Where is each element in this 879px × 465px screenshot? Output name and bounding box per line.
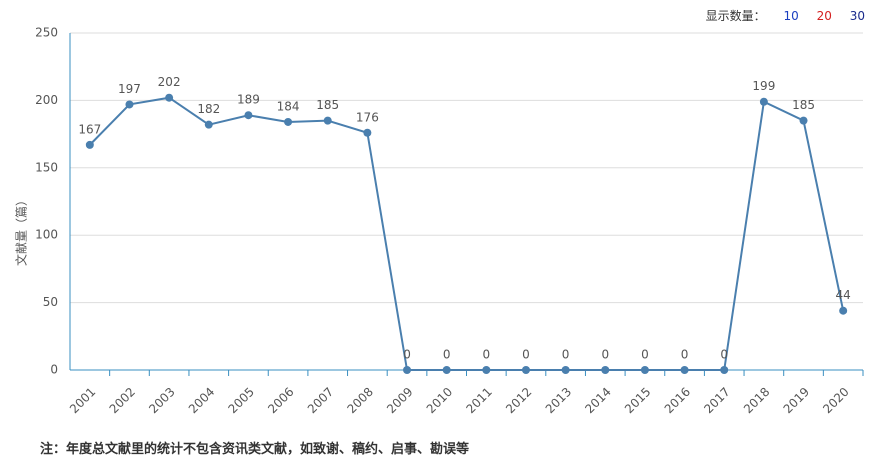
y-tick-label: 150 — [35, 160, 58, 174]
x-tick-label: 2012 — [503, 385, 534, 416]
x-tick-label: 2004 — [186, 385, 217, 416]
data-label: 189 — [237, 93, 260, 107]
y-tick-label: 50 — [43, 295, 58, 309]
x-tick-label: 2011 — [463, 385, 494, 416]
point — [601, 366, 610, 374]
data-label: 197 — [118, 82, 141, 96]
data-label: 0 — [641, 348, 649, 362]
display-count: 显示数量： 10 20 30 — [706, 7, 865, 24]
y-tick-label: 200 — [35, 93, 58, 107]
x-tick-label: 2008 — [344, 385, 375, 416]
data-label: 176 — [356, 110, 379, 124]
y-tick-label: 100 — [35, 228, 58, 242]
point — [323, 116, 332, 125]
y-tick-label: 0 — [50, 363, 58, 377]
data-label: 0 — [483, 348, 491, 362]
data-label: 0 — [720, 348, 728, 362]
point — [204, 120, 213, 129]
line — [89, 96, 845, 371]
point — [521, 366, 530, 374]
data-label: 184 — [277, 99, 300, 113]
data-label: 44 — [836, 288, 851, 302]
point — [442, 366, 451, 374]
count-option[interactable]: 20 — [816, 9, 832, 23]
x-tick-label: 2007 — [305, 385, 336, 416]
point — [720, 366, 729, 374]
point — [759, 97, 768, 106]
display-count-label: 显示数量： — [705, 9, 766, 23]
point — [640, 366, 649, 374]
data-label: 185 — [792, 98, 815, 112]
x-tick-label: 2013 — [543, 385, 574, 416]
data-label: 0 — [443, 348, 451, 362]
data-label: 167 — [78, 122, 101, 136]
point — [85, 140, 94, 149]
point — [799, 116, 808, 125]
y-tick-label: 250 — [35, 26, 58, 40]
point — [482, 366, 491, 374]
point — [561, 366, 570, 374]
data-label: 0 — [403, 348, 411, 362]
point — [363, 128, 372, 137]
point — [284, 117, 293, 126]
data-label: 0 — [681, 348, 689, 362]
chart: 文献量（篇） 0 50 100 150 200 250 2001 2002 2003 2004 20… — [14, 26, 864, 416]
x-tick-label: 2003 — [146, 385, 177, 416]
y-axis-label: 文献量（篇） — [14, 194, 29, 266]
data-label: 202 — [158, 75, 181, 89]
point — [125, 100, 134, 109]
data-label: 0 — [601, 348, 609, 362]
count-option[interactable]: 10 — [783, 9, 799, 23]
x-tick-label: 2015 — [622, 385, 653, 416]
x-tick-label: 2016 — [662, 385, 693, 416]
point — [403, 366, 412, 374]
count-option[interactable]: 30 — [849, 9, 865, 23]
data-label: 0 — [562, 348, 570, 362]
point — [165, 93, 174, 102]
x-tick-label: 2006 — [265, 385, 296, 416]
x-tick-label: 2014 — [582, 385, 613, 416]
data-label: 199 — [752, 79, 775, 93]
x-tick-label: 2018 — [741, 385, 772, 416]
data-label: 182 — [197, 102, 220, 116]
x-tick-label: 2001 — [67, 385, 98, 416]
x-tick-label: 2020 — [820, 385, 851, 416]
data-label: 0 — [522, 348, 530, 362]
x-tick-label: 2002 — [107, 385, 138, 416]
x-tick-label: 2009 — [384, 385, 415, 416]
point — [839, 306, 848, 315]
point — [680, 366, 689, 374]
point — [244, 111, 253, 120]
x-tick-label: 2010 — [424, 385, 455, 416]
x-tick-label: 2005 — [226, 385, 257, 416]
data-label: 185 — [316, 98, 339, 112]
x-tick-label: 2017 — [701, 385, 732, 416]
footnote: 注：年度总文献里的统计不包含资讯类文献，如致谢、稿约、启事、勘误等 — [40, 442, 470, 457]
x-tick-label: 2019 — [781, 385, 812, 416]
